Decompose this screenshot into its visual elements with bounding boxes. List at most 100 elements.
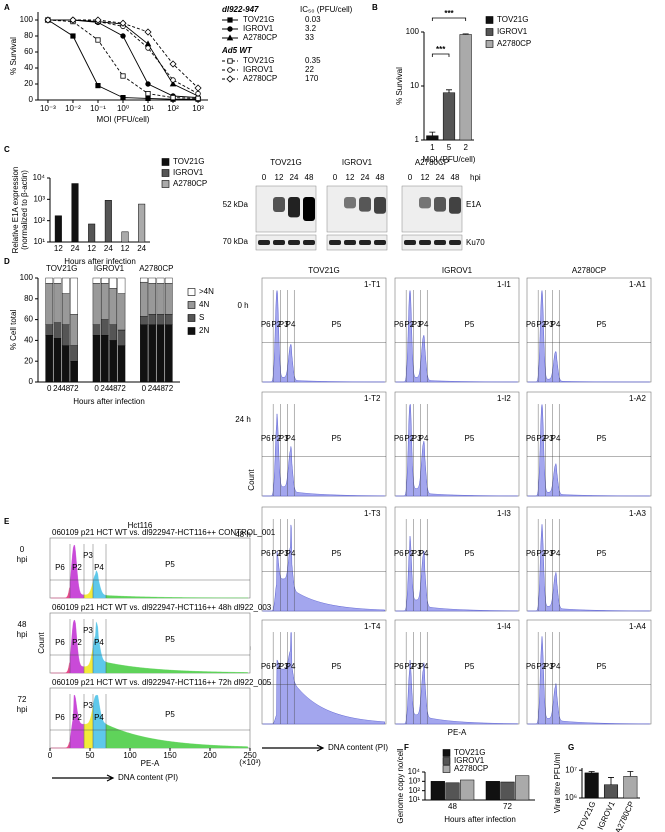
flow-arrow-label: DNA content (PI) — [328, 743, 388, 752]
hct-y-label: Count — [37, 632, 46, 654]
bar — [584, 772, 599, 799]
histogram-image — [83, 647, 94, 674]
legend-swatch — [161, 169, 170, 177]
gate-label: P2 — [271, 549, 281, 558]
histogram-image — [262, 290, 386, 383]
flow-panel-id: 1-A1 — [629, 280, 646, 289]
blot-lane-label: 24 — [436, 173, 445, 182]
blot-band — [434, 240, 446, 245]
significance-label: *** — [444, 9, 454, 18]
blot-panel — [401, 234, 463, 251]
legend-ic50: 170 — [305, 74, 319, 83]
bar-segment — [117, 277, 126, 294]
hct-row-label: hpi — [17, 630, 28, 639]
legend-ic50: 22 — [305, 65, 314, 74]
gate-label: P6 — [394, 434, 404, 443]
legend-marker — [227, 67, 233, 73]
x-tick-label: 200 — [203, 751, 217, 760]
flow-y-label: Count — [247, 469, 256, 491]
bar — [121, 231, 129, 243]
bar — [426, 135, 439, 141]
x-tick-label: 10² — [167, 104, 179, 113]
flow-panel — [49, 537, 251, 599]
x-tick-label: 24 — [71, 244, 80, 253]
hct-panel-header: 060109 p21 HCT WT vs. dl922947-HCT116++ … — [52, 678, 272, 687]
blot-band — [258, 240, 270, 245]
gate-label: P4 — [551, 434, 561, 443]
flow-panel — [261, 277, 387, 383]
bar-segment — [148, 283, 157, 315]
gate-label: P5 — [465, 434, 475, 443]
y-tick-label: 100 — [20, 15, 34, 24]
gate-label: P6 — [261, 434, 271, 443]
y-tick-label: 20 — [24, 79, 33, 88]
x-tick-label: 24 — [137, 244, 146, 253]
x-tick-label: 250 — [243, 751, 257, 760]
x-tick-label: 12 — [87, 244, 96, 253]
gate-label: P4 — [419, 320, 429, 329]
bar — [442, 92, 456, 141]
significance-bracket — [431, 17, 467, 21]
legend-label: IGROV1 — [173, 168, 204, 177]
blot-band — [404, 240, 416, 245]
marker — [95, 37, 101, 43]
blot-band — [273, 240, 285, 245]
legend-marker — [226, 34, 234, 41]
x-tick-label: 0 — [48, 751, 53, 760]
gate-label: P6 — [55, 638, 65, 647]
y-tick-label: 40 — [24, 63, 33, 72]
group-label: IGROV1 — [94, 264, 125, 273]
legend-label: TOV21G — [454, 748, 485, 757]
flow-column-label: IGROV1 — [442, 266, 473, 275]
y-tick-label: 10² — [408, 786, 420, 795]
flow-x-label: PE-A — [448, 728, 467, 737]
marker — [145, 95, 151, 101]
flow-row-label: 0 h — [237, 301, 248, 310]
gate-label: P5 — [332, 320, 342, 329]
bar-segment — [92, 324, 101, 336]
panel-letter: B — [372, 3, 378, 12]
histogram-image — [92, 621, 107, 674]
y-tick-label: 10⁴ — [408, 767, 421, 776]
gate-label: P5 — [332, 549, 342, 558]
bar — [88, 223, 96, 243]
x-tick-label: 24 — [104, 244, 113, 253]
histogram-image — [51, 662, 71, 674]
flow-panel-id: 1-I3 — [497, 509, 511, 518]
gate-label: P3 — [83, 626, 93, 635]
x-tick-label: A2780CP — [613, 800, 636, 832]
flow-panel — [49, 612, 251, 674]
legend-group-title: Ad5 WT — [221, 46, 253, 55]
y-axis-label: % Survival — [395, 67, 404, 105]
legend-label: A2780CP — [243, 33, 277, 42]
bar — [500, 781, 515, 801]
histogram-image — [527, 636, 651, 725]
legend-ic50: 0.35 — [305, 56, 321, 65]
bar-segment — [45, 335, 54, 383]
legend-label: IGROV1 — [243, 65, 274, 74]
bar-segment — [109, 277, 117, 289]
gate-label: P4 — [286, 434, 296, 443]
y-tick-label: 80 — [24, 31, 33, 40]
blot-lane-label: 48 — [376, 173, 385, 182]
y-tick-label: 100 — [406, 27, 420, 36]
gate-label: P6 — [55, 713, 65, 722]
gate-label: P5 — [165, 635, 175, 644]
blot-lane-label: 48 — [451, 173, 460, 182]
hct-arrow-label: DNA content (PI) — [118, 773, 178, 782]
legend-marker — [227, 26, 233, 32]
blot-band — [273, 197, 285, 212]
y-tick-label: 60 — [24, 315, 33, 324]
bar-segment — [101, 335, 109, 383]
legend-label: IGROV1 — [454, 756, 485, 765]
bar-segment — [140, 281, 148, 317]
flow-panel-id: 1-I4 — [497, 622, 511, 631]
gate-label: P4 — [419, 434, 429, 443]
panel-letter: A — [4, 3, 10, 12]
group-label: A2780CP — [139, 264, 173, 273]
legend-ic50: 3.2 — [305, 24, 317, 33]
marker — [69, 16, 77, 24]
bar-segment — [164, 324, 173, 383]
gate-label: P6 — [394, 549, 404, 558]
gate-label: P6 — [526, 549, 536, 558]
